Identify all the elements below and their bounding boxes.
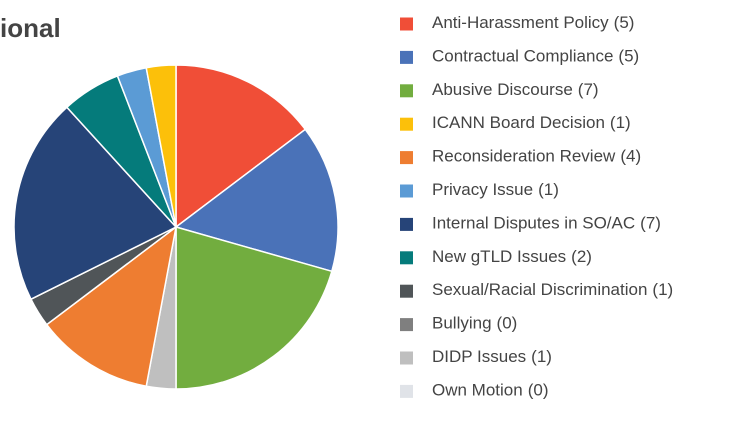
pie-slice <box>175 64 307 229</box>
legend-count: (0) <box>528 381 549 400</box>
legend-label: Privacy Issue (1) <box>432 180 559 199</box>
pie-slice <box>13 106 178 301</box>
legend-count: (7) <box>578 80 599 99</box>
legend-name: Abusive Discourse <box>432 80 573 99</box>
legend-swatch <box>400 50 413 64</box>
legend-count: (1) <box>538 180 559 199</box>
legend-count: (1) <box>610 114 631 133</box>
legend-name: ICANN Board Decision <box>432 114 605 133</box>
legend-label: Own Motion (0) <box>432 381 548 400</box>
chart-title: ional <box>0 13 61 43</box>
legend-label: DIDP Issues (1) <box>432 347 552 366</box>
legend-swatch <box>400 84 413 98</box>
legend-count: (4) <box>620 147 641 166</box>
legend-name: Privacy Issue <box>432 180 533 199</box>
legend-label: Anti-Harassment Policy (5) <box>432 13 634 32</box>
legend-label: Internal Disputes in SO/AC (7) <box>432 214 661 233</box>
legend-swatch <box>400 384 413 398</box>
legend-count: (7) <box>640 214 661 233</box>
legend-name: Internal Disputes in SO/AC <box>432 214 635 233</box>
legend-name: Bullying <box>432 314 492 333</box>
legend-label: Sexual/Racial Discrimination (1) <box>432 281 673 300</box>
legend-label: Contractual Compliance (5) <box>432 47 639 66</box>
legend-swatch <box>400 284 413 298</box>
legend-label: ICANN Board Decision (1) <box>432 114 631 133</box>
legend-swatch <box>400 151 413 165</box>
legend-swatch <box>400 217 413 231</box>
legend-swatch <box>400 17 413 31</box>
legend-swatch <box>400 351 413 365</box>
legend-label: Abusive Discourse (7) <box>432 80 599 99</box>
legend-name: New gTLD Issues <box>432 247 566 266</box>
legend-swatch <box>400 184 413 198</box>
legend-swatch <box>400 117 413 131</box>
legend-label: Bullying (0) <box>432 314 517 333</box>
legend-count: (5) <box>614 13 635 32</box>
legend-name: DIDP Issues <box>432 347 526 366</box>
pie-slice <box>145 64 177 228</box>
legend-name: Contractual Compliance <box>432 47 613 66</box>
legend-count: (1) <box>531 347 552 366</box>
legend-name: Own Motion <box>432 381 523 400</box>
legend-count: (5) <box>618 47 639 66</box>
legend-count: (2) <box>571 247 592 266</box>
legend-swatch <box>400 251 413 265</box>
legend-count: (0) <box>497 314 518 333</box>
pie-slice <box>174 128 339 273</box>
legend-count: (1) <box>652 281 673 300</box>
pie-slice <box>175 226 333 390</box>
legend-swatch <box>400 318 413 332</box>
legend-name: Anti-Harassment Policy <box>432 13 609 32</box>
legend-name: Reconsideration Review <box>432 147 616 166</box>
legend-name: Sexual/Racial Discrimination <box>432 281 647 300</box>
pie-slice <box>45 225 178 388</box>
legend-label: Reconsideration Review (4) <box>432 147 641 166</box>
legend-label: New gTLD Issues (2) <box>432 247 592 266</box>
